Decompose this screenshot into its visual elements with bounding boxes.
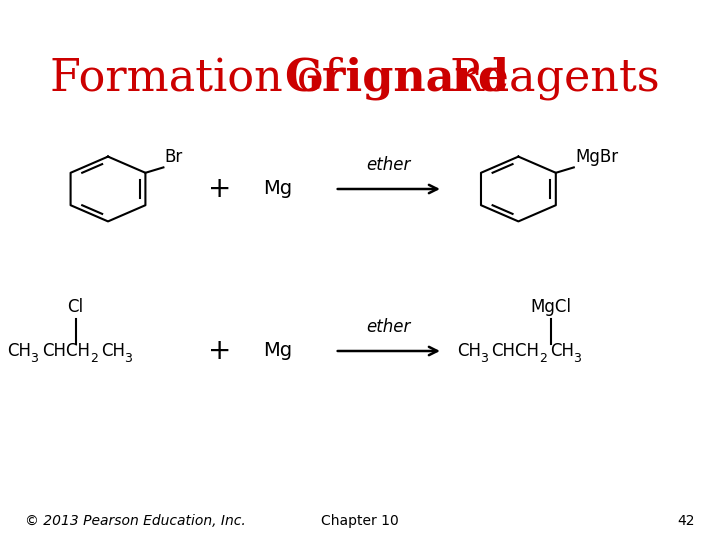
- Text: +: +: [208, 337, 231, 365]
- Text: Mg: Mg: [263, 179, 292, 199]
- Text: CHCH: CHCH: [42, 342, 90, 360]
- Text: Mg: Mg: [263, 341, 292, 361]
- Text: 3: 3: [480, 352, 488, 365]
- Text: CHCH: CHCH: [491, 342, 539, 360]
- Text: 3: 3: [573, 352, 581, 365]
- Text: Br: Br: [165, 148, 183, 166]
- Text: +: +: [208, 175, 231, 203]
- Text: 2: 2: [90, 352, 98, 365]
- Text: © 2013 Pearson Education, Inc.: © 2013 Pearson Education, Inc.: [25, 514, 246, 528]
- Text: MgBr: MgBr: [575, 148, 618, 166]
- Text: MgCl: MgCl: [531, 298, 571, 316]
- Text: 42: 42: [678, 514, 695, 528]
- Text: ether: ether: [366, 318, 411, 336]
- Text: ether: ether: [366, 156, 411, 174]
- Text: Cl: Cl: [68, 298, 84, 316]
- Text: CH: CH: [457, 342, 481, 360]
- Text: 3: 3: [30, 352, 38, 365]
- Text: CH: CH: [7, 342, 31, 360]
- Text: Formation of: Formation of: [50, 57, 355, 100]
- Text: CH: CH: [550, 342, 574, 360]
- Text: Grignard: Grignard: [284, 57, 510, 100]
- Text: Reagents: Reagents: [450, 57, 661, 100]
- Text: 3: 3: [124, 352, 132, 365]
- Text: CH: CH: [101, 342, 125, 360]
- Text: Chapter 10: Chapter 10: [321, 514, 399, 528]
- Text: 2: 2: [539, 352, 547, 365]
